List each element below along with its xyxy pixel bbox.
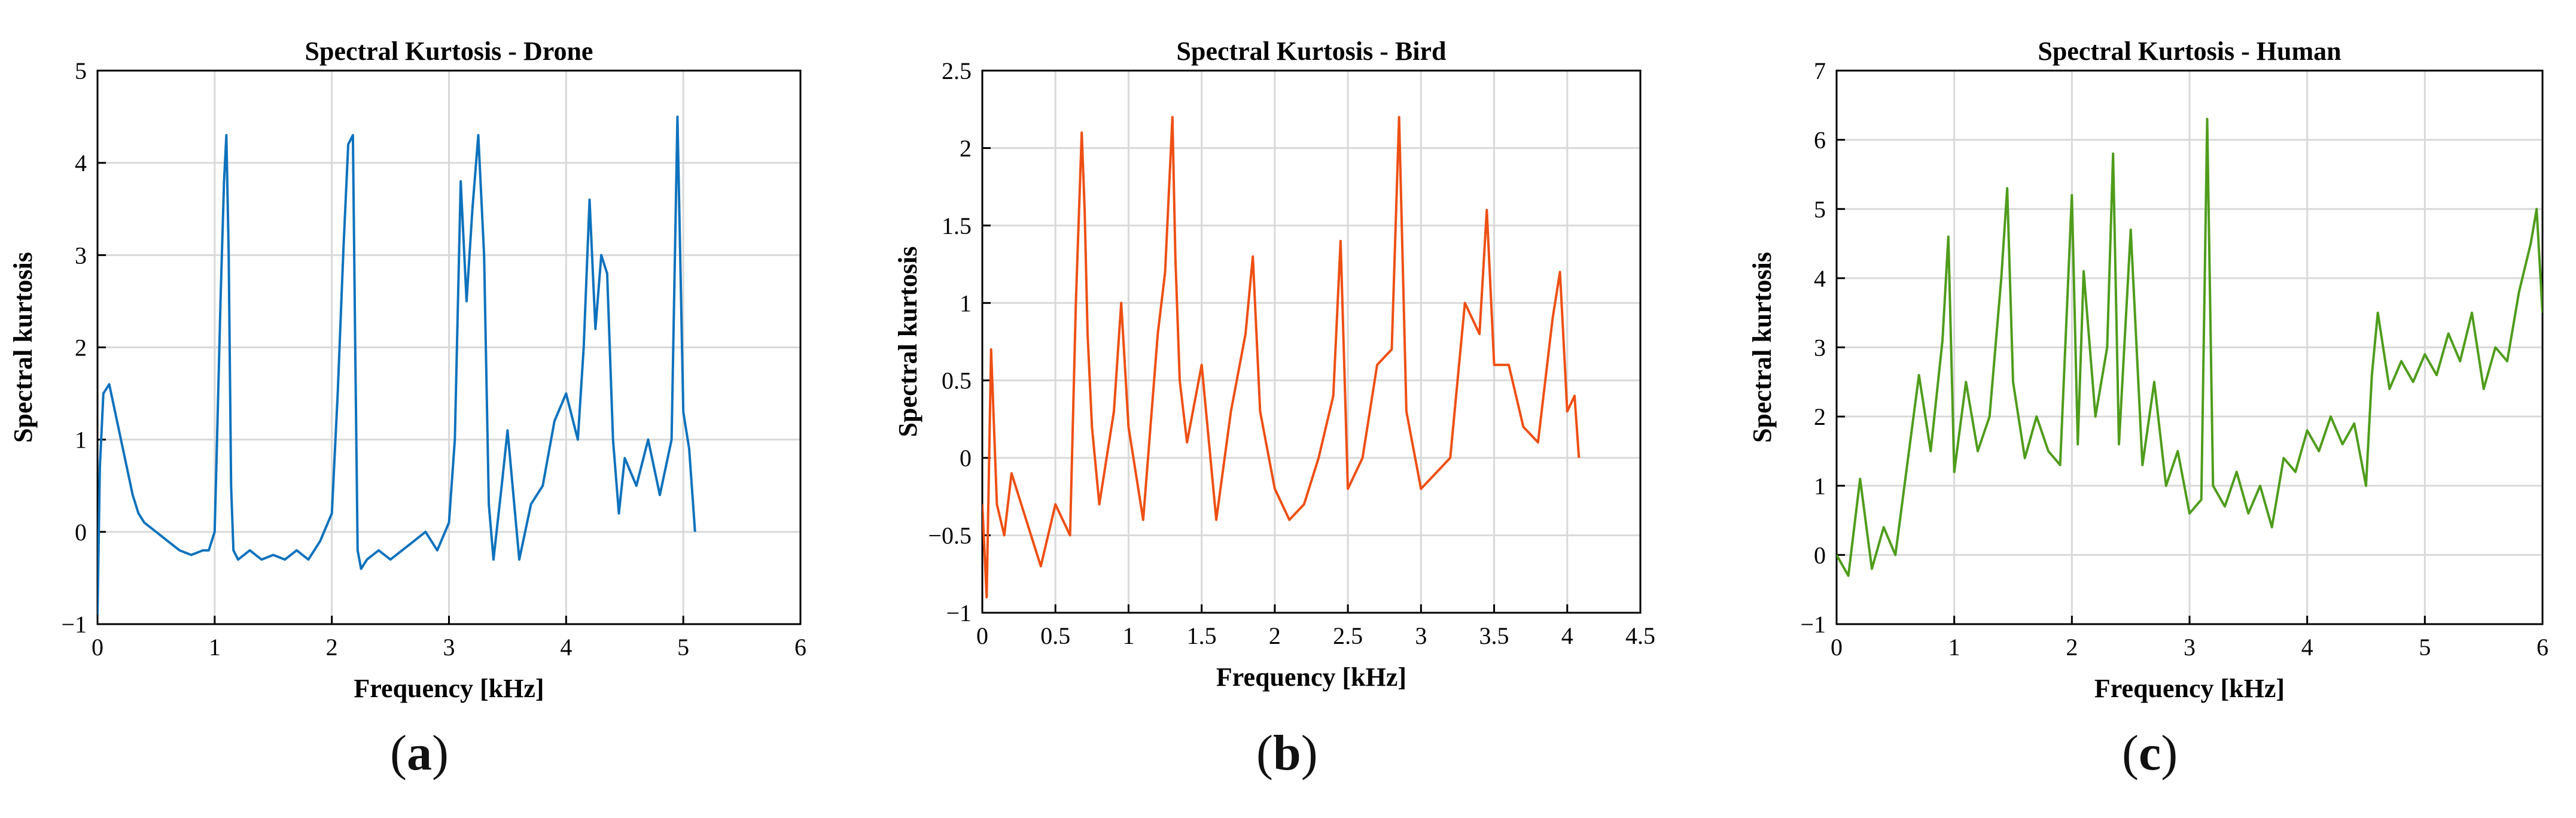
x-tick-label: 3 [443,634,455,661]
y-tick-label: 5 [75,57,87,84]
y-tick-label: 6 [1814,127,1826,154]
x-tick-label: 3 [2184,634,2196,661]
plot-area [982,71,1640,613]
caption-a: (a) [390,725,449,781]
x-tick-label: 0.5 [1040,622,1070,649]
x-tick-label: 2 [1269,622,1281,649]
y-tick-label: 2.5 [942,57,972,84]
y-tick-label: 4 [1814,265,1826,292]
plot-frame [1835,69,2544,625]
x-tick-label: 4 [1561,622,1573,649]
y-tick-label: 1 [1814,473,1826,500]
caption-b: (b) [1256,725,1318,781]
series-line [982,115,1581,599]
chart-title: Spectral Kurtosis - Drone [305,37,593,66]
x-tick-label: 0 [1831,634,1843,661]
x-tick-label: 6 [2537,634,2548,661]
y-tick-label: −1 [1800,611,1826,638]
y-tick-label: 2 [75,335,87,361]
x-axis-label: Frequency [kHz] [354,674,544,703]
x-tick-label: 1 [209,634,221,661]
x-tick-label: 2 [326,634,338,661]
x-tick-label: 1 [1122,622,1134,649]
x-tick-label: 0 [976,622,988,649]
y-tick-label: 2 [960,135,972,162]
caption-letter-c: c [2138,725,2161,781]
y-tick-label: 1 [75,427,87,454]
series-line [98,115,696,615]
x-tick-label: 3 [1415,622,1427,649]
chart-title: Spectral Kurtosis - Bird [1177,37,1447,66]
x-tick-label: 4.5 [1625,622,1655,649]
y-tick-label: −1 [61,611,87,638]
x-tick-label: 1.5 [1187,622,1217,649]
x-axis-label: Frequency [kHz] [1216,662,1406,692]
y-tick-label: 5 [1814,196,1826,223]
y-tick-label: 1 [960,290,972,317]
x-tick-label: 3.5 [1479,622,1509,649]
y-axis-label: Spectral kurtosis [8,252,38,443]
y-tick-label: 4 [75,150,87,177]
x-tick-label: 2.5 [1333,622,1363,649]
y-tick-label: −0.5 [928,522,972,549]
plot-frame [981,69,1642,614]
y-tick-label: 3 [1814,335,1826,361]
x-tick-label: 4 [2301,634,2313,661]
x-tick-label: 5 [2419,634,2431,661]
y-axis-label: Spectral kurtosis [1747,252,1777,443]
chart-panel-bird: 0 0.5 1 1.5 2 2.5 3 3.5 4 4.5 −1 −0.5 0 0.5 1 1.5 2 2.5 Sp… [867,0,1705,706]
x-tick-label: 5 [677,634,689,661]
y-axis-label: Spectral kurtosis [893,247,922,437]
y-tick-label: 7 [1814,57,1826,84]
x-tick-label: 4 [560,634,572,661]
y-tick-label: 1.5 [942,212,972,239]
y-tick-label: 3 [75,242,87,269]
chart-panel-human: 0 1 2 3 4 5 6 −1 0 1 2 3 4 5 6 7 Spectral Kurtosis - Hum… [1735,0,2576,706]
caption-letter-a: a [406,725,432,781]
y-tick-label: 0 [960,445,972,472]
x-tick-label: 1 [1948,634,1960,661]
y-tick-label: 0.5 [942,367,972,394]
series-line [1837,117,2542,577]
x-tick-label: 6 [794,634,806,661]
y-tick-label: 0 [1814,542,1826,568]
x-axis-label: Frequency [kHz] [2094,674,2285,703]
y-tick-label: 0 [75,519,87,546]
y-tick-label: 2 [1814,403,1826,430]
caption-letter-b: b [1272,725,1301,781]
x-tick-label: 2 [2066,634,2078,661]
chart-panel-drone: 0 1 2 3 4 5 6 −1 0 1 2 3 4 5 Spectral Kurtosis - Drone… [0,0,838,706]
x-tick-label: 0 [92,634,103,661]
chart-title: Spectral Kurtosis - Human [2038,37,2341,66]
y-tick-label: −1 [946,600,972,627]
plot-frame [96,69,802,625]
caption-c: (c) [2122,725,2178,781]
chart-bird: 0 0.5 1 1.5 2 2.5 3 3.5 4 4.5 −1 −0.5 0 0.5 1 1.5 2 2.5 Sp… [893,37,1655,692]
